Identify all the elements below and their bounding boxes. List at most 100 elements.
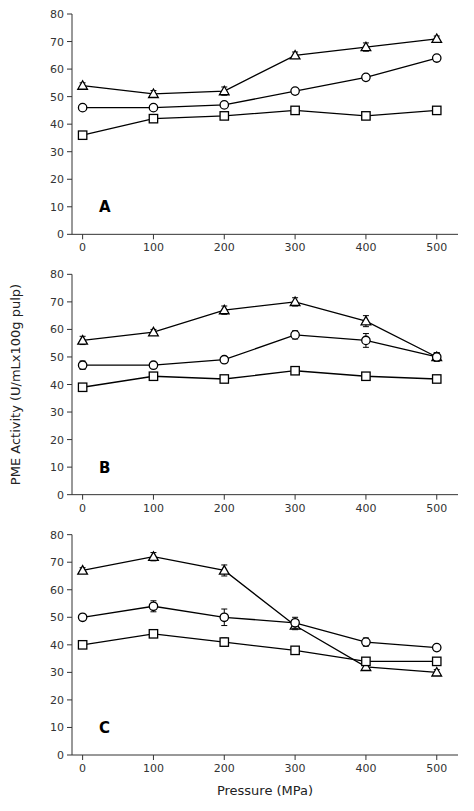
x-tick [436, 495, 437, 500]
series [78, 106, 441, 139]
x-tick-label: 0 [79, 762, 86, 775]
marker-triangle [219, 305, 229, 313]
marker-square [149, 372, 157, 380]
x-tick [224, 495, 225, 500]
series-line [83, 371, 437, 388]
marker-circle [220, 613, 228, 621]
x-tick [153, 495, 154, 500]
y-tick [67, 755, 72, 756]
y-tick-label: 80 [50, 268, 64, 281]
marker-square [362, 657, 370, 665]
y-tick-label: 80 [50, 8, 64, 21]
y-tick-label: 30 [50, 666, 64, 679]
plot-area [78, 34, 442, 139]
x-tick-label: 200 [214, 241, 235, 254]
x-tick-label: 200 [214, 762, 235, 775]
y-tick [67, 727, 72, 728]
y-tick [67, 301, 72, 302]
error-bar-cap [363, 333, 369, 334]
y-tick-label: 40 [50, 118, 64, 131]
marker-square [433, 106, 441, 114]
marker-circle [78, 361, 86, 369]
y-tick [67, 534, 72, 535]
y-tick-label: 40 [50, 639, 64, 652]
marker-square [291, 367, 299, 375]
error-bar-cap [221, 625, 227, 626]
y-tick [67, 274, 72, 275]
marker-triangle [432, 668, 442, 676]
marker-square [149, 114, 157, 122]
x-tick-label: 400 [355, 502, 376, 515]
marker-square [220, 375, 228, 383]
marker-square [433, 657, 441, 665]
x-tick-label: 300 [285, 502, 306, 515]
marker-triangle [78, 336, 88, 344]
x-tick [365, 755, 366, 760]
x-tick-label: 100 [143, 241, 164, 254]
y-tick [67, 96, 72, 97]
y-tick-label: 30 [50, 406, 64, 419]
marker-triangle [219, 566, 229, 574]
y-axis-label: PME Activity (U/mLx100g pulp) [8, 284, 23, 485]
marker-triangle [361, 42, 371, 50]
x-tick [365, 234, 366, 239]
x-tick [82, 755, 83, 760]
marker-square [291, 106, 299, 114]
marker-triangle [149, 327, 159, 335]
x-axis-line [72, 494, 458, 495]
x-tick [224, 234, 225, 239]
marker-square [291, 646, 299, 654]
marker-triangle [149, 89, 159, 97]
y-tick [67, 467, 72, 468]
y-tick-label: 20 [50, 173, 64, 186]
marker-circle [433, 54, 441, 62]
y-tick [67, 644, 72, 645]
y-tick [67, 384, 72, 385]
marker-circle [433, 643, 441, 651]
marker-circle [291, 87, 299, 95]
x-tick-label: 100 [143, 502, 164, 515]
error-bar-cap [363, 326, 369, 327]
y-tick-label: 50 [50, 351, 64, 364]
y-tick [67, 589, 72, 590]
y-tick [67, 672, 72, 673]
series-line [83, 557, 437, 673]
y-tick-label: 60 [50, 584, 64, 597]
x-tick [365, 495, 366, 500]
y-tick-label: 0 [57, 489, 64, 502]
y-tick [67, 412, 72, 413]
marker-triangle [290, 50, 300, 58]
x-tick-label: 0 [79, 241, 86, 254]
y-tick [67, 69, 72, 70]
x-tick [295, 234, 296, 239]
x-tick [295, 755, 296, 760]
marker-triangle [361, 316, 371, 324]
x-axis-line [72, 234, 458, 235]
marker-square [362, 372, 370, 380]
series [78, 54, 441, 112]
y-tick-label: 20 [50, 694, 64, 707]
x-tick-label: 300 [285, 762, 306, 775]
y-tick-label: 40 [50, 379, 64, 392]
y-tick-label: 70 [50, 36, 64, 49]
y-tick [67, 179, 72, 180]
error-bar-cap [221, 575, 227, 576]
marker-triangle [219, 86, 229, 94]
x-tick-label: 500 [426, 502, 447, 515]
series-line [83, 634, 437, 662]
panel: 010020030040050001020304050607080BPME Ac… [8, 268, 458, 514]
series-line [83, 335, 437, 365]
marker-triangle [432, 352, 442, 360]
series [78, 552, 442, 676]
marker-circle [78, 103, 86, 111]
y-tick-label: 0 [57, 749, 64, 762]
y-tick-label: 10 [50, 721, 64, 734]
error-bar-cap [292, 628, 298, 629]
marker-circle [362, 638, 370, 646]
plot-area [78, 552, 442, 676]
y-tick-label: 50 [50, 611, 64, 624]
x-tick-label: 500 [426, 241, 447, 254]
error-bar-cap [221, 609, 227, 610]
y-tick-label: 10 [50, 201, 64, 214]
error-bar-cap [150, 600, 156, 601]
